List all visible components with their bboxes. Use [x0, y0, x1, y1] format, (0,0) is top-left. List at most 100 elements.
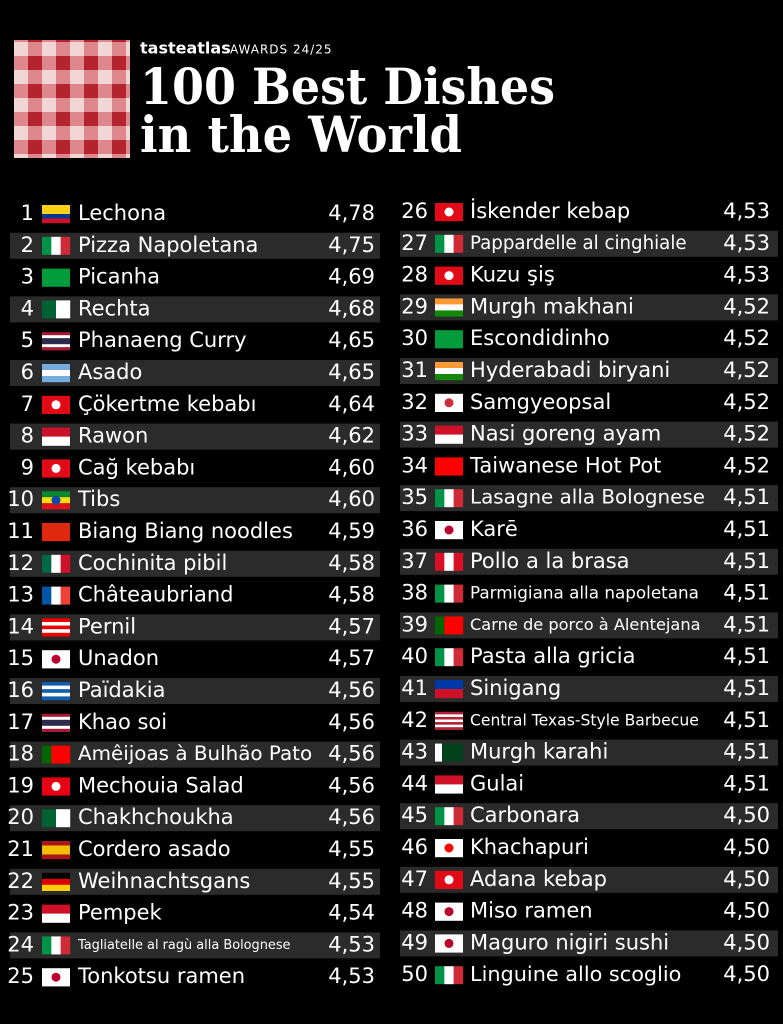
rank: 28 [401, 263, 428, 287]
dish-name: Sinigang [470, 676, 561, 700]
dish-name: Pempek [78, 901, 163, 925]
dish-name: Biang Biang noodles [78, 519, 293, 543]
flag [42, 491, 70, 510]
flag-stripe [435, 368, 463, 375]
flag-stripe [442, 743, 450, 762]
rating: 4,52 [723, 422, 770, 446]
flag-stripe [435, 425, 463, 435]
flag-stripe [51, 936, 61, 955]
dish-name: Lasagne alla Bolognese [470, 486, 705, 509]
flag-emblem [444, 207, 454, 217]
flag [435, 870, 463, 889]
flag-stripe [435, 719, 463, 723]
row-band [10, 868, 380, 895]
rating: 4,52 [723, 390, 770, 414]
flag-stripe [42, 341, 70, 345]
rank: 16 [7, 678, 34, 702]
flag [42, 809, 71, 828]
row-band [10, 423, 380, 450]
flag-stripe [42, 618, 70, 623]
flag-stripe [42, 745, 52, 764]
rank: 24 [7, 932, 34, 956]
flag-stripe [435, 298, 463, 305]
dish-name: Phanaeng Curry [78, 328, 247, 352]
flag [42, 618, 70, 637]
flag-stripe [435, 743, 443, 762]
rating: 4,51 [723, 644, 770, 668]
flag-stripe [444, 616, 454, 635]
flag-stripe [42, 689, 70, 693]
flag-emblem [444, 398, 454, 408]
flag-stripe [42, 845, 70, 851]
logo [14, 40, 130, 158]
rank: 27 [401, 231, 428, 255]
flag-stripe [42, 214, 70, 219]
rank: 10 [7, 487, 34, 511]
flag [435, 552, 464, 571]
flag-stripe [444, 552, 454, 571]
flag-stripe [449, 743, 457, 762]
rating: 4,51 [723, 549, 770, 573]
rating: 4,50 [723, 867, 770, 891]
dish-name: Pasta alla gricia [470, 644, 635, 668]
flag-stripe [42, 335, 70, 339]
rank: 35 [401, 485, 428, 509]
rank: 31 [401, 358, 428, 382]
row-band [10, 932, 380, 959]
flag-stripe [435, 304, 463, 311]
dish-name: Murgh makhani [470, 294, 634, 318]
dish-name: Taiwanese Hot Pot [469, 453, 661, 477]
rank: 48 [401, 899, 428, 923]
dish-name: Cordero asado [78, 837, 231, 861]
flag-stripe [435, 362, 463, 369]
rank: 32 [401, 390, 428, 414]
rating: 4,56 [328, 805, 375, 829]
flag-stripe [42, 716, 70, 720]
flag-stripe [42, 713, 70, 717]
flag-stripe [42, 809, 57, 828]
dish-name: Khachapuri [470, 835, 589, 859]
flag-emblem [51, 463, 61, 473]
rating: 4,50 [723, 930, 770, 954]
dish-name: Chakhchoukha [78, 805, 234, 829]
flag-stripe [435, 722, 463, 725]
flag-stripe [60, 554, 71, 573]
flag-stripe [435, 552, 445, 571]
flag-stripe [60, 236, 71, 255]
flag-stripe [42, 728, 70, 732]
rank: 26 [401, 199, 428, 223]
rating: 4,51 [723, 771, 770, 795]
rank: 11 [7, 519, 34, 543]
rating: 4,56 [328, 678, 375, 702]
dish-name: Murgh karahi [470, 740, 608, 764]
rank: 33 [401, 422, 428, 446]
flag-stripe [42, 300, 57, 319]
flag-stripe [42, 878, 70, 885]
flag-stripe [42, 436, 70, 446]
rank: 25 [7, 964, 34, 988]
rating: 4,57 [328, 614, 375, 638]
flag-stripe [60, 586, 71, 605]
rating: 4,65 [328, 360, 375, 384]
dish-name: Pernil [78, 614, 136, 638]
flag-stripe [51, 554, 61, 573]
flag [42, 395, 70, 414]
dish-name: Karē [470, 517, 518, 541]
rating: 4,50 [723, 803, 770, 827]
rating: 4,78 [328, 201, 375, 225]
flag-stripe [60, 936, 71, 955]
rating: 4,56 [328, 742, 375, 766]
flag-stripe [42, 503, 70, 510]
dish-name: Kuzu şiş [470, 263, 555, 287]
flag-stripe [42, 523, 70, 542]
rating: 4,59 [328, 519, 375, 543]
rank: 40 [401, 644, 428, 668]
flag-stripe [42, 850, 70, 855]
rating: 4,51 [723, 581, 770, 605]
flag-stripe [453, 648, 464, 667]
rank: 9 [21, 455, 34, 479]
row-band [10, 805, 380, 832]
dish-name: Escondidinho [470, 326, 610, 350]
flag [435, 521, 463, 540]
